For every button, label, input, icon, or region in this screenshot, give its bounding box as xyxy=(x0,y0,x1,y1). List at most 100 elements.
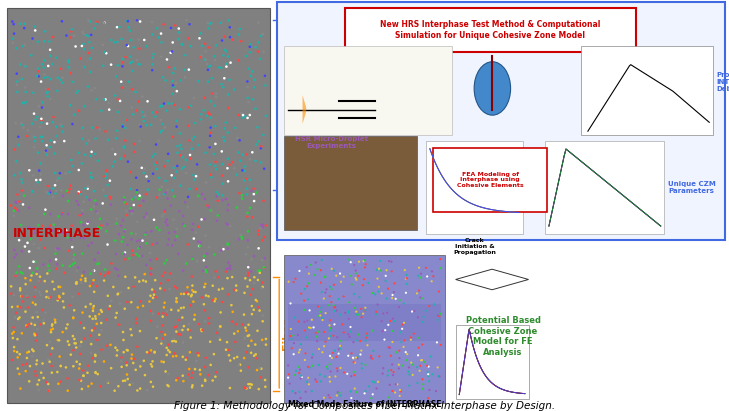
Point xyxy=(216,65,227,71)
Point xyxy=(121,362,133,369)
Point xyxy=(233,190,245,196)
Point xyxy=(53,337,65,344)
Point xyxy=(133,98,144,105)
Point xyxy=(260,336,272,342)
Point xyxy=(101,167,113,174)
Point xyxy=(51,187,63,194)
Point xyxy=(252,328,263,334)
Point xyxy=(69,111,80,118)
Point xyxy=(20,89,31,95)
Point xyxy=(245,291,257,298)
Point xyxy=(343,308,354,314)
Point xyxy=(5,291,17,297)
Point xyxy=(29,332,41,339)
Point xyxy=(299,319,311,325)
Point xyxy=(70,43,82,50)
Point xyxy=(394,355,405,361)
Point xyxy=(74,189,86,196)
Point xyxy=(138,358,149,364)
Point xyxy=(212,274,224,280)
Point xyxy=(10,251,22,258)
Point xyxy=(135,194,147,200)
Point xyxy=(286,336,297,342)
FancyBboxPatch shape xyxy=(277,2,725,240)
Point xyxy=(111,215,122,222)
Point xyxy=(119,152,130,159)
Point xyxy=(27,299,39,306)
Point xyxy=(63,169,75,175)
Point xyxy=(75,339,87,345)
Point xyxy=(253,231,265,238)
Point xyxy=(389,389,401,396)
Point xyxy=(78,41,90,47)
Point xyxy=(139,231,151,238)
Point xyxy=(104,269,115,275)
Point xyxy=(225,302,237,308)
Point xyxy=(125,299,137,305)
Point xyxy=(198,107,209,114)
Point xyxy=(121,371,133,378)
Point xyxy=(196,294,208,301)
Point xyxy=(204,144,216,150)
Point xyxy=(80,303,92,310)
Point xyxy=(109,265,121,272)
Point xyxy=(145,270,157,277)
Point xyxy=(109,159,120,165)
Point xyxy=(150,141,162,148)
Point xyxy=(366,328,378,334)
Point xyxy=(17,201,29,208)
Point xyxy=(241,327,252,334)
Point xyxy=(196,191,208,197)
Point xyxy=(175,305,187,312)
Point xyxy=(195,239,206,246)
Point xyxy=(351,312,362,318)
Point xyxy=(31,73,43,79)
Point xyxy=(318,395,330,401)
Point xyxy=(92,371,104,377)
Point xyxy=(33,68,44,74)
Point xyxy=(247,96,259,103)
Point xyxy=(163,342,174,348)
Point xyxy=(198,268,209,274)
Point xyxy=(50,266,62,272)
Point xyxy=(44,38,55,45)
Point xyxy=(350,275,362,282)
Point xyxy=(386,361,398,368)
Point xyxy=(330,272,342,279)
Point xyxy=(186,374,198,381)
Point xyxy=(351,308,362,315)
Point xyxy=(77,309,88,316)
Point xyxy=(194,242,206,249)
Point xyxy=(32,65,44,72)
Point xyxy=(105,61,117,68)
Point xyxy=(252,304,264,311)
Point xyxy=(353,331,364,338)
Point xyxy=(315,279,327,286)
Point xyxy=(72,88,84,94)
Point xyxy=(216,247,227,254)
Point xyxy=(303,325,315,331)
Point xyxy=(103,306,114,312)
Point xyxy=(85,18,96,25)
Point xyxy=(246,187,257,194)
Point xyxy=(42,263,54,269)
Point xyxy=(93,260,105,267)
Point xyxy=(289,372,301,378)
Point xyxy=(174,142,186,148)
Point xyxy=(235,110,247,116)
Point xyxy=(408,330,419,337)
Point xyxy=(138,197,149,204)
Point xyxy=(192,224,204,230)
Point xyxy=(126,58,138,65)
Point xyxy=(151,240,163,247)
Point xyxy=(324,325,336,332)
Point xyxy=(28,330,40,337)
Point xyxy=(109,151,121,157)
Text: New HRS Interphase Test Method & Computational
Simulation for Unique Cohesive Zo: New HRS Interphase Test Method & Computa… xyxy=(380,20,601,39)
Point xyxy=(90,135,101,142)
Point xyxy=(43,388,55,394)
Point xyxy=(311,338,323,344)
Point xyxy=(98,173,109,180)
Point xyxy=(198,257,210,264)
Point xyxy=(63,342,75,348)
